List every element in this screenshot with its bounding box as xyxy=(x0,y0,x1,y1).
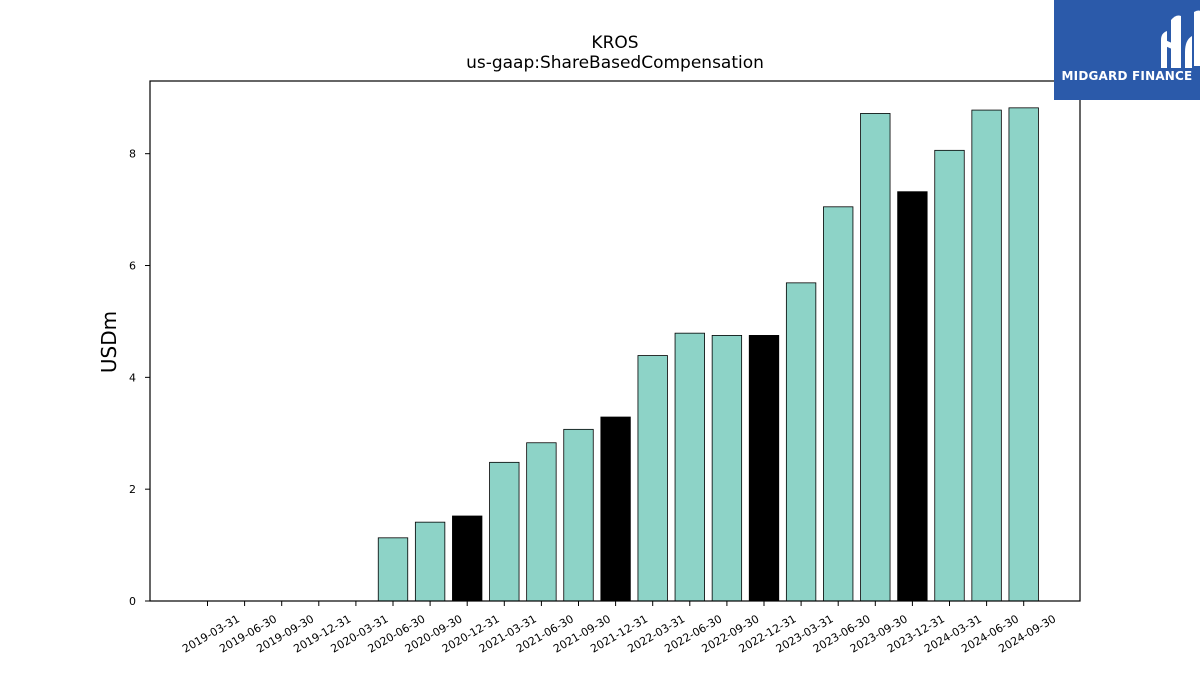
bar-2022-09-30 xyxy=(711,335,743,602)
bar-2024-06-30 xyxy=(971,109,1002,602)
x-ticks: 2019-03-312019-06-302019-09-302019-12-31… xyxy=(180,601,1058,656)
bar-2023-09-30 xyxy=(860,113,891,602)
y-tick-label: 4 xyxy=(129,371,136,384)
bar-2022-12-31 xyxy=(748,335,780,602)
bar-2020-12-31 xyxy=(452,515,483,602)
y-tick-label: 8 xyxy=(129,148,136,161)
bar-2021-06-30 xyxy=(526,442,557,602)
bar-2022-06-30 xyxy=(674,332,705,602)
y-tick-label: 0 xyxy=(129,595,136,608)
y-ticks: 0 2 4 6 8 xyxy=(129,148,150,608)
chart-title: KROS xyxy=(591,33,638,53)
logo-text: MIDGARD FINANCE xyxy=(1061,69,1193,83)
y-axis-label: USDm xyxy=(97,311,121,373)
bar-2020-09-30 xyxy=(414,521,446,602)
plot-frame xyxy=(149,80,1081,602)
midgard-finance-logo: MIDGARD FINANCE xyxy=(1054,0,1200,100)
bar-2023-12-31 xyxy=(897,191,928,602)
bar-2024-03-31 xyxy=(934,149,965,602)
bar-2024-09-30 xyxy=(1008,107,1039,602)
bar-2020-06-30 xyxy=(377,537,409,602)
bar-2023-06-30 xyxy=(823,206,854,602)
bar-2023-03-31 xyxy=(785,282,817,602)
chart-subtitle: us-gaap:ShareBasedCompensation xyxy=(466,53,764,73)
midgard-m-logo-icon xyxy=(1161,10,1200,68)
y-tick-label: 6 xyxy=(129,260,136,273)
y-tick-label: 2 xyxy=(129,483,136,496)
bar-2022-03-31 xyxy=(637,355,668,602)
bar-2021-03-31 xyxy=(489,461,520,602)
bar-2021-12-31 xyxy=(600,416,631,602)
bar-2021-09-30 xyxy=(563,428,594,602)
bars xyxy=(377,107,1039,602)
